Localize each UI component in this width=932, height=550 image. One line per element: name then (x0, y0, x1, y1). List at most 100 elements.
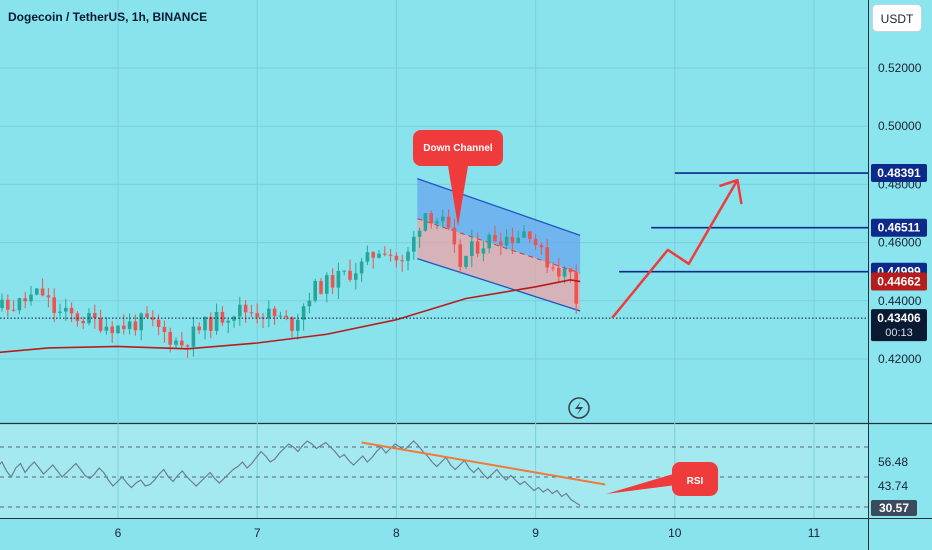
y-tick-label: 0.52000 (878, 61, 922, 75)
candle-body (110, 326, 114, 334)
candle-body (354, 273, 358, 280)
price-label-last (871, 309, 927, 342)
candle-body (446, 216, 451, 228)
moving-average-line (0, 279, 581, 354)
candle-body (6, 299, 10, 310)
x-tick-label: 9 (532, 526, 539, 540)
candles (0, 209, 578, 358)
y-tick-label: 0.46000 (878, 236, 922, 250)
candle-body (243, 304, 248, 313)
rsi-tick-label: 43.74 (878, 479, 908, 493)
candle-body (81, 320, 85, 324)
currency-button[interactable]: USDT (872, 4, 922, 32)
candle-body (342, 270, 346, 272)
projection-arrowhead (719, 178, 743, 205)
candle-body (209, 316, 213, 331)
candle-body (417, 230, 422, 237)
candle-body (64, 307, 68, 312)
lightning-icon[interactable] (568, 397, 590, 419)
candle-body (313, 280, 317, 301)
price-label-level (871, 164, 927, 183)
candle-body (504, 236, 509, 246)
candle-body (406, 251, 410, 261)
rsi-value-badge (871, 500, 917, 516)
candle-body (562, 268, 567, 277)
candle-body (40, 288, 45, 296)
candle-body (348, 270, 352, 280)
candle-body (139, 313, 143, 331)
candle-body (336, 270, 341, 288)
candle-body (156, 319, 161, 328)
candle-body (435, 221, 439, 224)
candle-body (272, 308, 277, 317)
rsi-tick-label: 56.48 (878, 455, 908, 469)
candle-body (52, 297, 56, 313)
candle-body (359, 261, 364, 274)
candle-body (116, 325, 120, 334)
callout-pointer (448, 166, 468, 226)
candle-body (23, 298, 27, 302)
candle-body (510, 236, 515, 244)
candle-body (98, 317, 103, 331)
candle-body (127, 321, 132, 330)
candle-body (383, 253, 387, 255)
candle-body (180, 340, 184, 346)
rsi-line (0, 440, 581, 507)
x-tick-label: 11 (808, 526, 821, 540)
channel-upper-line (417, 177, 581, 236)
candle-body (75, 313, 80, 321)
down-channel-label: Down Channel (423, 143, 493, 154)
candle-body (232, 316, 236, 321)
channel-mid-line (417, 218, 581, 274)
candle-body (452, 227, 457, 245)
candle-body (568, 268, 573, 273)
candle-body (284, 315, 288, 318)
price-label-level (871, 218, 927, 237)
candle-body (93, 313, 97, 318)
candle-body (104, 326, 109, 331)
candle-body (197, 326, 201, 331)
candle-body (133, 321, 138, 331)
price-label-text: 0.44662 (877, 275, 921, 289)
candle-body (35, 288, 39, 295)
candle-body (545, 247, 549, 268)
candle-body (464, 256, 468, 267)
callout-rsi (672, 462, 718, 496)
candle-body (191, 326, 196, 347)
candle-body (371, 252, 375, 258)
candle-body (533, 238, 538, 246)
x-tick-label: 7 (254, 526, 261, 540)
candle-body (185, 345, 190, 347)
candle-body (301, 306, 306, 320)
candle-body (365, 252, 370, 262)
candle-body (214, 311, 219, 331)
candle-body (319, 280, 323, 294)
countdown-text: 00:13 (885, 327, 913, 339)
candle-body (574, 272, 578, 304)
price-label-ma (871, 272, 927, 291)
chart-title: Dogecoin / TetherUS, 1h, BINANCE (8, 10, 208, 24)
rsi-callout-label: RSI (687, 476, 704, 487)
candle-body (29, 294, 33, 302)
candle-body (487, 234, 491, 249)
y-tick-label: 0.42000 (878, 352, 922, 366)
x-tick-label: 10 (668, 526, 682, 540)
candle-body (58, 311, 62, 313)
x-tick-label: 6 (115, 526, 122, 540)
projection-arrow (611, 179, 739, 319)
lightning-bolt (575, 401, 583, 415)
price-label-text: 0.48391 (877, 166, 921, 180)
candle-body (69, 307, 74, 314)
candle-body (458, 244, 462, 267)
channel-lower-fill (417, 218, 581, 311)
candle-body (290, 317, 294, 331)
candle-body (238, 304, 242, 317)
candle-body (516, 237, 520, 244)
candle-body (481, 248, 486, 254)
y-tick-label: 0.50000 (878, 119, 922, 133)
candle-body (475, 241, 480, 254)
candle-body (470, 241, 474, 257)
candle-body (17, 298, 22, 311)
candle-body (267, 308, 271, 318)
